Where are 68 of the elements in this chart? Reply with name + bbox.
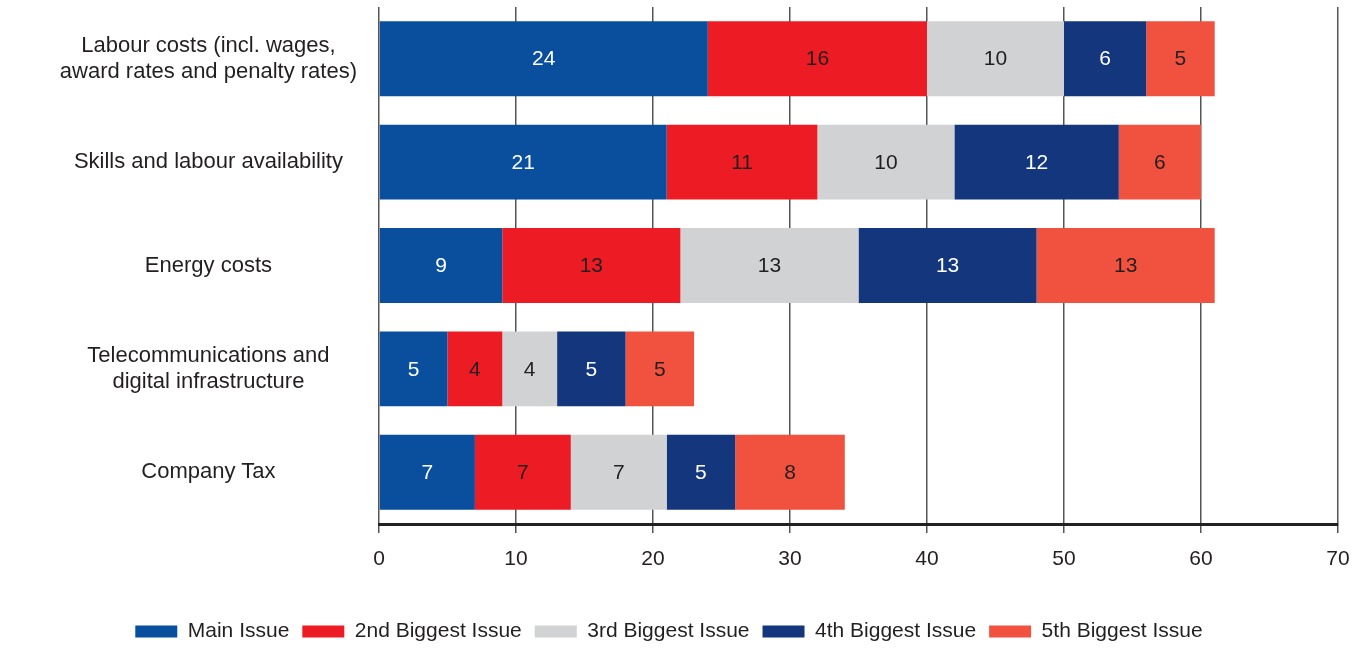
bar [858,228,1037,303]
data-label: 13 [579,253,604,277]
data-label: 13 [1113,253,1138,277]
bar [447,331,503,407]
data-label: 5 [695,460,707,484]
data-label: 5 [407,356,420,380]
x-tick-label: 40 [915,546,939,570]
data-label: 13 [935,253,960,277]
data-label: 6 [1154,149,1166,173]
bar [666,124,818,200]
legend-label: 5th Biggest Issue [1041,618,1203,642]
bar [379,124,667,200]
bar [379,434,475,510]
data-label: 4 [469,356,482,380]
bar [1036,228,1215,303]
bar [502,228,681,303]
x-tick-label: 50 [1052,546,1076,570]
data-label: 6 [1099,46,1111,70]
data-label: 16 [805,46,830,70]
y-tick-label: Labour costs (incl. wages, award rates and penalty rates) [59,31,358,83]
legend-label: 4th Biggest Issue [815,618,977,642]
y-tick-label: Telecommunications and digital infrastructure [87,341,330,394]
legend-label: 3rd Biggest Issue [587,618,750,642]
data-label: 21 [511,149,535,173]
x-tick-label: 10 [504,546,528,570]
data-label: 24 [532,46,556,70]
data-label: 11 [731,149,753,173]
bar [817,124,955,200]
data-label: 4 [523,356,536,380]
x-tick-label: 70 [1326,546,1350,570]
bar [379,331,448,407]
x-tick-label: 30 [778,546,802,570]
data-label: 5 [585,356,598,380]
data-label: 10 [874,149,898,173]
bar [625,331,695,407]
data-label: 13 [757,253,782,277]
legend-label: 2nd Biggest Issue [354,618,522,642]
y-tick-label: Energy costs [144,251,273,277]
x-tick-label: 0 [373,546,385,570]
data-label: 7 [517,460,529,484]
y-tick-label: Skills and labour availability [73,148,343,174]
bar [707,21,927,97]
bar [557,331,626,407]
bar [666,434,736,510]
bar [1064,21,1147,97]
bar [474,434,571,510]
data-label: 12 [1024,149,1049,173]
bar [927,21,1064,97]
bar [1146,21,1215,97]
bar [1118,124,1201,200]
bar [379,228,503,303]
x-tick-label: 60 [1189,546,1213,570]
data-label: 7 [612,460,625,484]
bar [735,434,845,510]
data-label: 8 [784,460,796,484]
data-label: 5 [1174,46,1187,70]
bar [680,228,859,303]
x-tick-label: 20 [641,546,665,570]
data-label: 7 [421,460,434,484]
data-label: 9 [435,253,447,277]
legend-label: Main Issue [187,618,290,642]
data-label: 5 [654,356,666,380]
bar [570,434,667,510]
bar [379,21,708,97]
data-label: 10 [983,46,1008,70]
bar [954,124,1119,200]
bar [502,331,558,407]
y-tick-label: Company Tax [141,458,276,484]
